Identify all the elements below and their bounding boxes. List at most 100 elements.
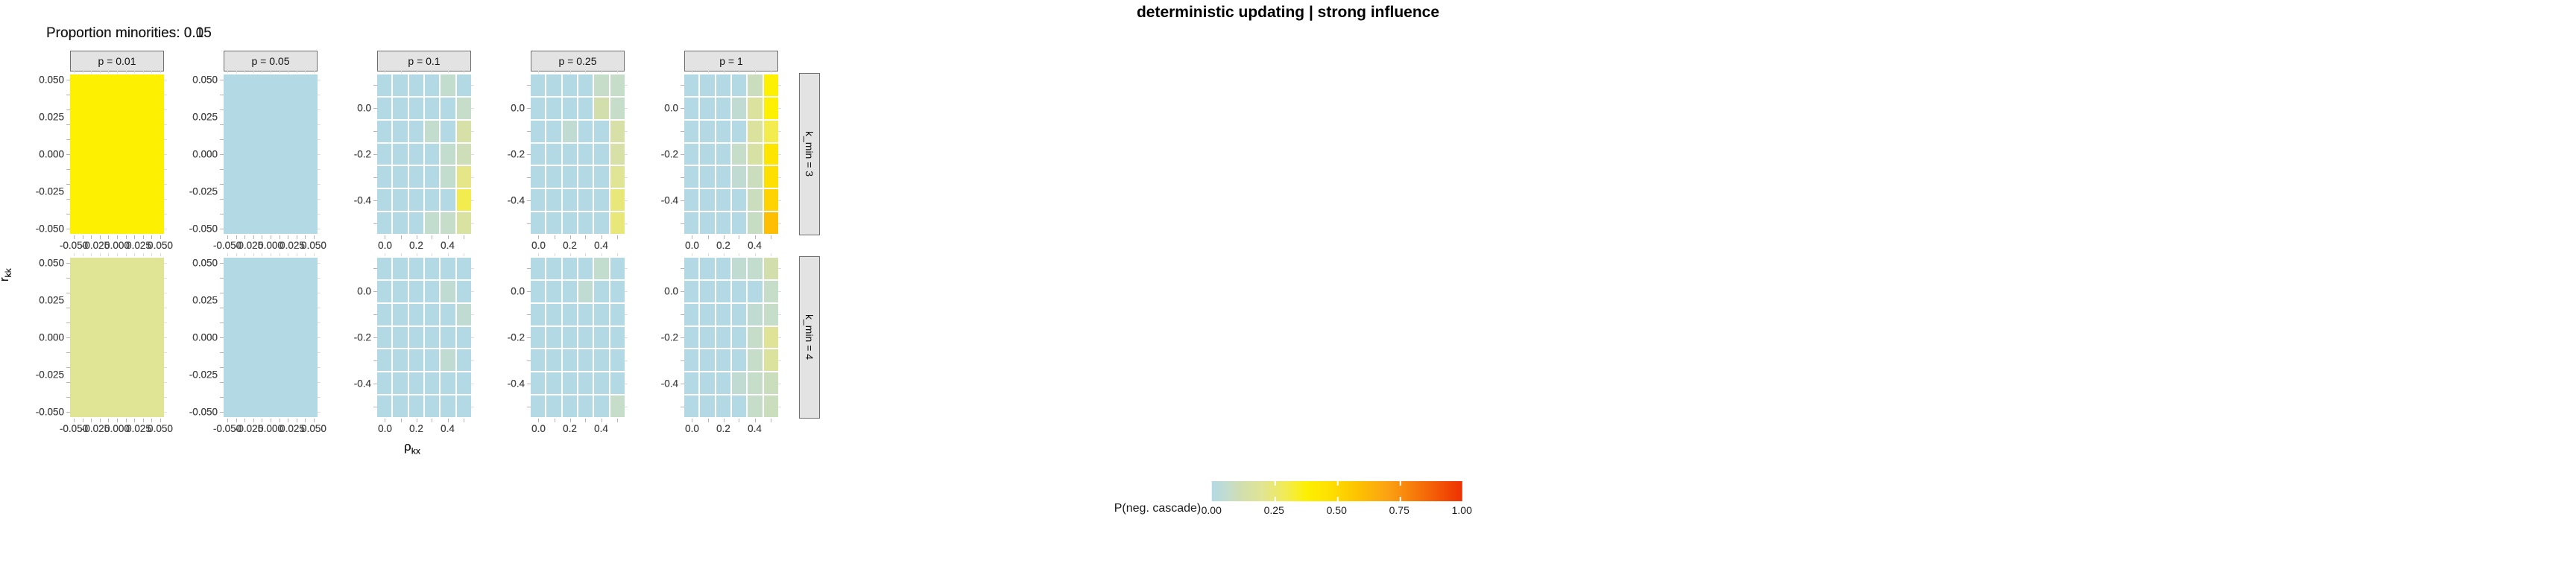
y-tick-label: -0.2 [660,148,678,160]
heatmap-tile [425,303,440,325]
x-axis-ticks: -0.050 -0.025 0.000 0.025 0.050 [182,235,326,255]
x-axis-tick-row: -0.050 -0.025 0.000 0.025 0.050 -0.050 -0.025 0… [28,235,818,255]
axis-tick [66,109,70,110]
legend-tick-label: 0.75 [1389,504,1409,516]
x-tick-label: 0.000 [104,240,130,251]
heatmap-tile [531,258,546,279]
y-axis-label: rkk [0,268,14,282]
x-tick-label: -0.025 [234,240,264,251]
x-tick-label: 0.4 [594,423,608,434]
x-tick-label: 0.050 [301,423,326,434]
facet-cell: 0.0 -0.2 -0.4 [643,70,781,239]
heatmap-tile [732,97,747,119]
x-tick-label: 0.2 [409,423,423,434]
heatmap-tile [610,395,625,417]
y-tick-label: -0.025 [35,185,64,197]
y-axis-ticks: 0.0 -0.2 -0.4 [643,256,684,419]
axis-tick [471,223,474,225]
x-tick-label: 0.4 [748,240,762,251]
x-tick-label: 0.025 [280,240,305,251]
y-axis-ticks: 0.0 -0.2 -0.4 [489,256,531,419]
heatmap-tile [441,258,455,279]
axis-tick [527,84,531,86]
axis-tick [220,139,224,140]
axis-tick [164,412,167,413]
y-tick-label: -0.025 [189,185,218,197]
y-tick-label: 0.025 [192,111,218,123]
axis-tick [125,253,127,256]
y-tick-label: -0.2 [353,148,371,160]
heatmap-tile [732,303,747,325]
axis-tick [305,253,306,256]
heatmap-tile [562,395,577,417]
heatmap-tile [578,189,593,212]
heatmap-tile [732,74,747,96]
x-tick-label: 0.025 [280,423,305,434]
x-axis-label: ρkx [404,439,420,457]
y-tick-label: -0.050 [35,406,64,418]
heatmap-tile [684,349,699,372]
axis-tick [66,262,70,264]
y-tick-label: -0.4 [353,194,371,206]
y-tick-label: -0.4 [353,378,371,390]
axis-tick [373,200,377,202]
axis-tick [538,235,540,239]
axis-tick [527,337,531,338]
x-tick-label: -0.050 [212,423,242,434]
heatmap-panel [373,253,474,422]
heatmap-tile [441,326,455,349]
y-tick-label: 0.025 [192,294,218,306]
axis-tick [66,337,70,338]
y-tick-label: 0.025 [39,111,64,123]
facet-panel-row: 0.050 0.025 0.000 -0.025 -0.050 0.050 0.025 0.0… [28,70,820,239]
heatmap-tile [562,166,577,188]
x-tick-label: 0.0 [531,423,546,434]
x-axis-ticks: 0.0 0.2 0.4 [643,235,778,255]
heatmap-tile [562,212,577,234]
axis-tick [66,397,70,398]
y-tick-label: -0.025 [189,185,218,197]
y-axis-ticks: 0.0 -0.2 -0.4 [643,73,684,235]
y-tick-label: -0.4 [507,194,525,206]
axis-tick [681,360,684,362]
heatmap-tile [531,349,546,372]
heatmap-tile [684,189,699,212]
heatmap-tile [594,258,609,279]
y-tick-label: -0.4 [507,194,525,206]
heatmap-tile [763,258,778,279]
axis-tick [318,382,321,384]
x-axis-ticks: -0.050 -0.025 0.000 0.025 0.050 [182,419,326,438]
facet-cell: 0.050 0.025 0.000 -0.025 -0.050 [28,253,167,422]
y-tick-label: 0.050 [39,74,64,86]
heatmap-tile [594,97,609,119]
heatmap-fill [70,74,164,234]
heatmap-tile [425,143,440,165]
axis-tick [373,223,377,225]
x-axis-ticks: 0.0 0.2 0.4 [335,419,471,438]
x-tick-label: 0.2 [409,423,423,434]
axis-tick [527,290,531,292]
axis-tick [74,419,75,422]
heatmap-tile [610,166,625,188]
axis-tick [66,367,70,369]
y-axis-ticks: 0.050 0.025 0.000 -0.025 -0.050 [28,256,70,419]
y-tick-label: 0.0 [511,102,525,114]
axis-tick [447,419,449,422]
heatmap-tile [763,97,778,119]
heatmap-panel [681,70,781,239]
heatmap-tile [531,74,546,96]
axis-tick [616,419,618,422]
y-tick-label: 0.0 [357,102,371,114]
axis-tick [66,322,70,323]
x-tick-label: -0.025 [234,423,264,434]
y-axis-ticks: 0.050 0.025 0.000 -0.025 -0.050 [182,256,224,419]
axis-tick [305,70,306,73]
axis-tick [164,169,167,171]
heatmap-panel [373,70,474,239]
axis-tick [91,235,92,239]
x-tick-label: 0.0 [378,423,392,434]
heatmap-tile [763,372,778,395]
axis-tick [220,262,224,264]
axis-tick [164,397,167,398]
x-tick-label: 0.0 [685,240,699,251]
